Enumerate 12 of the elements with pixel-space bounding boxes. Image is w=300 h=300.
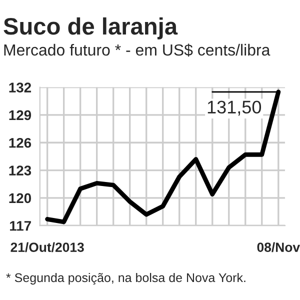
y-tick-label: 132 <box>9 82 32 92</box>
text: * Segunda posição, na bolsa de Nova York. <box>6 272 246 285</box>
y-tick-label: 126 <box>9 138 32 148</box>
chart-subtitle: Mercado futuro * - em US$ cents/libra <box>4 44 270 57</box>
y-tick-label: 123 <box>9 166 32 176</box>
y-tick-label: 117 <box>10 221 31 231</box>
y-tick-label: 120 <box>9 193 31 204</box>
y-tick-label: 129 <box>9 110 32 120</box>
x-tick-label: 21/Out/2013 <box>10 242 84 252</box>
x-tick-label: 08/Nov <box>257 242 300 252</box>
annotation: 131,50 <box>208 100 262 116</box>
chart-title: Suco de laranja <box>4 17 178 40</box>
